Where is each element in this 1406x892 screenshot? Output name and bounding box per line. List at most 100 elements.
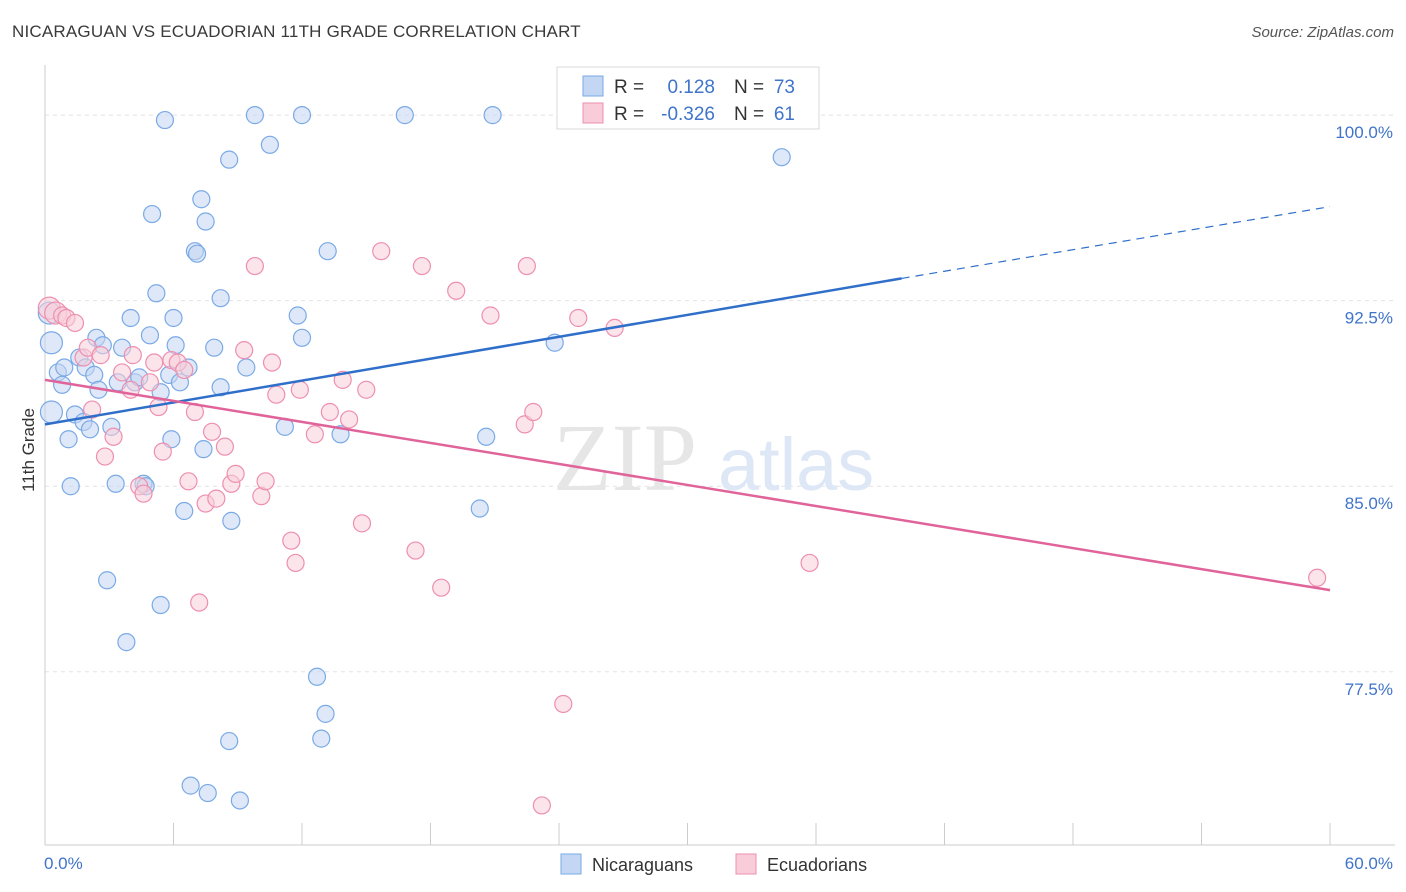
nicaraguans-point-62 xyxy=(316,704,335,723)
legend-n-value-1: 73 xyxy=(774,77,795,98)
y-axis-label: 11th Grade xyxy=(19,408,38,492)
bottom-legend-swatch-pink xyxy=(735,853,757,875)
nicaraguans-point-70 xyxy=(772,148,791,167)
ecuadorians-point-23 xyxy=(179,472,198,491)
ecuadorians-point-50 xyxy=(432,578,451,597)
nicaraguans-point-44 xyxy=(194,440,213,459)
ecuadorians-point-4 xyxy=(65,313,85,333)
ecuadorians-point-11 xyxy=(112,363,132,382)
ecuadorians-point-51 xyxy=(447,281,466,300)
ecuadorians-point-25 xyxy=(190,593,209,612)
nicaraguans-point-48 xyxy=(211,289,230,308)
y-tick-label-0: 100.0% xyxy=(1335,123,1393,142)
nicaraguans-point-34 xyxy=(162,430,181,449)
nicaraguans-point-28 xyxy=(142,204,162,224)
x-tick-label-0: 0.0% xyxy=(44,854,83,873)
ecuadorians-point-10 xyxy=(104,427,123,446)
nicaraguans-point-57 xyxy=(288,306,307,325)
watermark: ZIP atlas xyxy=(553,404,874,511)
ecuadorians-points xyxy=(37,242,1327,815)
nicaraguans-point-11 xyxy=(80,420,100,439)
watermark-atlas: atlas xyxy=(718,423,874,506)
ecuadorians-point-29 xyxy=(215,437,234,456)
bottom-legend-swatch-blue xyxy=(560,853,582,875)
ecuadorians-point-61 xyxy=(1308,568,1327,587)
ecuadorians-point-48 xyxy=(406,541,425,560)
nicaraguans-point-58 xyxy=(292,106,312,125)
trend-lines xyxy=(44,206,1331,592)
bottom-legend-nicaraguans: Nicaraguans xyxy=(592,855,693,875)
ecuadorians-point-38 xyxy=(282,531,301,550)
ecuadorians-point-22 xyxy=(175,360,194,380)
nicaraguans-point-16 xyxy=(98,571,117,590)
nicaraguans-point-60 xyxy=(307,667,327,686)
ecuadorians-point-49 xyxy=(412,256,432,276)
bottom-legend: Nicaraguans Ecuadorians xyxy=(560,853,867,875)
nicaraguans-point-42 xyxy=(187,244,207,263)
ecuadorians-point-46 xyxy=(357,380,376,399)
source-label: Source: ZipAtlas.com xyxy=(1251,24,1394,41)
nicaraguans-point-50 xyxy=(220,731,239,751)
gridlines xyxy=(45,114,1395,673)
bottom-legend-ecuadorians: Ecuadorians xyxy=(767,855,867,875)
watermark-zip: ZIP xyxy=(553,404,697,511)
nicaraguans-point-0 xyxy=(39,331,64,355)
legend-r-label-1: R = xyxy=(614,77,644,98)
nicaraguans-point-51 xyxy=(222,511,241,530)
ecuadorians-point-39 xyxy=(286,553,305,573)
ecuadorians-point-57 xyxy=(554,694,573,714)
axes xyxy=(44,65,1395,846)
nicaraguans-point-46 xyxy=(198,783,217,803)
legend-n-label-1: N = xyxy=(734,77,764,98)
ecuadorians-point-45 xyxy=(352,514,372,533)
ecuadorians-point-8 xyxy=(91,346,110,365)
ecuadorians-point-27 xyxy=(202,422,222,441)
nicaraguans-point-5 xyxy=(59,430,78,449)
ecuadorians-point-47 xyxy=(372,242,391,261)
legend-r-value-1: 0.128 xyxy=(667,77,715,98)
ecuadorians-point-41 xyxy=(305,425,324,444)
nicaraguans-point-29 xyxy=(147,284,166,303)
ecuadorians-point-53 xyxy=(515,415,534,434)
nicaraguans-point-21 xyxy=(117,633,136,652)
ecuadorians-point-9 xyxy=(95,447,115,466)
nicaraguans-point-6 xyxy=(61,477,80,496)
nicaraguans-point-43 xyxy=(192,190,211,209)
ecuadorians-trend-line xyxy=(44,378,1331,592)
ecuadorians-point-31 xyxy=(226,464,245,483)
legend-swatch-pink xyxy=(582,102,604,124)
legend-n-label-2: N = xyxy=(734,104,764,125)
nicaraguans-point-27 xyxy=(140,326,160,345)
nicaraguans-point-59 xyxy=(292,328,312,347)
ecuadorians-point-60 xyxy=(800,553,819,573)
ecuadorians-point-36 xyxy=(262,353,282,372)
nicaraguans-point-45 xyxy=(196,212,215,231)
nicaraguans-point-53 xyxy=(237,358,256,377)
legend-box: R = 0.128 N = 73 R = -0.326 N = 61 xyxy=(556,66,820,130)
nicaraguans-point-49 xyxy=(220,150,239,169)
legend-r-label-2: R = xyxy=(614,104,644,125)
chart-title: NICARAGUAN VS ECUADORIAN 11TH GRADE CORR… xyxy=(12,22,581,41)
ecuadorians-point-42 xyxy=(320,402,339,422)
nicaraguans-point-18 xyxy=(106,474,125,493)
ecuadorians-point-7 xyxy=(83,400,102,419)
ecuadorians-point-44 xyxy=(340,410,359,429)
x-tick-labels: 0.0% 60.0% xyxy=(44,854,1393,873)
y-tick-label-1: 92.5% xyxy=(1345,309,1393,328)
nicaraguans-trend-line xyxy=(44,277,902,426)
ecuadorians-point-16 xyxy=(140,373,160,392)
nicaraguans-point-32 xyxy=(155,110,175,130)
ecuadorians-point-56 xyxy=(532,796,551,815)
nicaraguans-point-67 xyxy=(477,427,496,446)
nicaraguans-point-40 xyxy=(181,776,200,795)
ecuadorians-point-52 xyxy=(481,306,500,325)
y-tick-label-3: 77.5% xyxy=(1345,680,1393,699)
nicaraguans-point-52 xyxy=(230,791,249,810)
ecuadorians-point-58 xyxy=(569,308,588,328)
nicaraguans-point-35 xyxy=(164,308,183,328)
y-tick-label-2: 85.0% xyxy=(1345,494,1393,513)
nicaraguans-point-65 xyxy=(395,106,414,125)
ecuadorians-point-35 xyxy=(256,472,275,491)
ecuadorians-point-55 xyxy=(524,402,543,422)
nicaraguans-point-47 xyxy=(205,338,224,357)
